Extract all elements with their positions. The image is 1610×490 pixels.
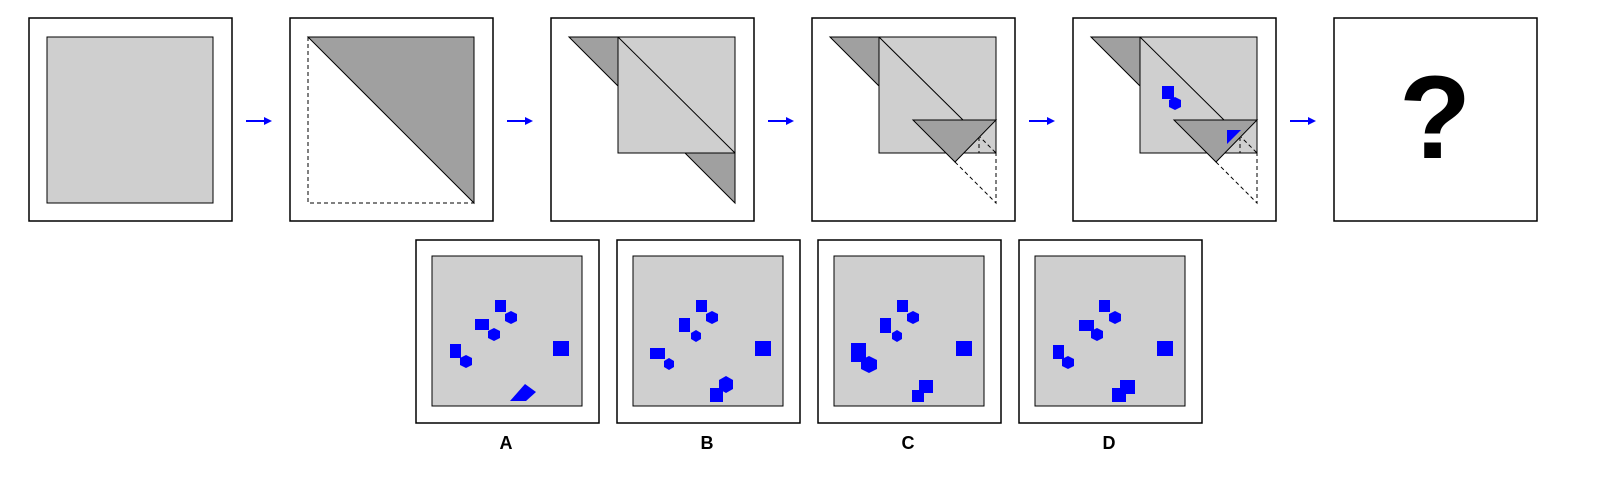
unfolded-paper <box>833 255 985 407</box>
square-hole <box>696 300 707 312</box>
option-label: A <box>500 433 513 453</box>
hexagon-hole <box>691 330 701 342</box>
hexagon-hole <box>505 311 517 324</box>
triangle-hole <box>1227 130 1241 144</box>
hexagon-hole <box>1062 356 1074 369</box>
hexagon-hole <box>1109 311 1121 324</box>
fold-step-3 <box>550 17 755 222</box>
unfolded-paper <box>632 255 784 407</box>
answer-panel: ? <box>1333 17 1538 222</box>
option-d[interactable]: D <box>1018 239 1203 453</box>
hexagon-hole <box>907 311 919 324</box>
hexagon-hole <box>1091 328 1103 341</box>
fold-step-1 <box>28 17 233 222</box>
square-hole <box>880 318 891 333</box>
square-hole <box>897 300 908 312</box>
hexagon-hole <box>861 356 877 373</box>
square-hole <box>553 341 569 356</box>
fold-step-2 <box>289 17 494 222</box>
square-hole <box>1162 86 1174 99</box>
crease-line <box>617 36 736 154</box>
square-hole <box>679 318 690 332</box>
unfolded-paper <box>1034 255 1186 407</box>
hexagon-hole <box>892 330 902 342</box>
option-b[interactable]: B <box>616 239 801 453</box>
crease-line <box>878 36 964 121</box>
hexagon-hole <box>706 311 718 324</box>
hexagon-hole <box>1169 97 1181 110</box>
square-hole <box>495 300 506 312</box>
hexagon-hole <box>719 376 733 393</box>
square-hole <box>851 343 866 362</box>
original-outline-dashed <box>307 37 474 204</box>
unfolded-paper <box>431 255 583 407</box>
option-label: C <box>902 433 915 453</box>
square-hole <box>475 319 489 330</box>
square-hole <box>1157 341 1173 356</box>
question-mark: ? <box>1399 52 1471 184</box>
fold-step-4 <box>811 17 1016 222</box>
square-hole <box>650 348 665 359</box>
square-hole <box>1112 388 1126 402</box>
panel-frame <box>1333 17 1538 222</box>
hexagon-hole <box>488 328 500 341</box>
paper-square <box>46 36 214 204</box>
square-hole <box>450 344 461 358</box>
option-label: B <box>701 433 714 453</box>
square-hole <box>956 341 972 356</box>
hexagon-hole <box>664 358 674 370</box>
hexagon-hole <box>460 355 472 368</box>
option-label: D <box>1103 433 1116 453</box>
square-hole <box>1099 300 1110 312</box>
option-c[interactable]: C <box>817 239 1002 453</box>
option-a[interactable]: A <box>415 239 600 453</box>
square-hole <box>755 341 771 356</box>
folded-triangle <box>306 36 475 205</box>
square-hole <box>912 390 924 402</box>
square-hole <box>1079 320 1094 331</box>
crease-line <box>1139 36 1225 121</box>
square-hole <box>710 388 723 402</box>
fold-step-5 <box>1072 17 1277 222</box>
folded-small-triangle <box>911 119 998 163</box>
square-hole <box>1053 345 1064 359</box>
square-hole <box>919 380 933 393</box>
triangle-hole <box>510 384 536 401</box>
